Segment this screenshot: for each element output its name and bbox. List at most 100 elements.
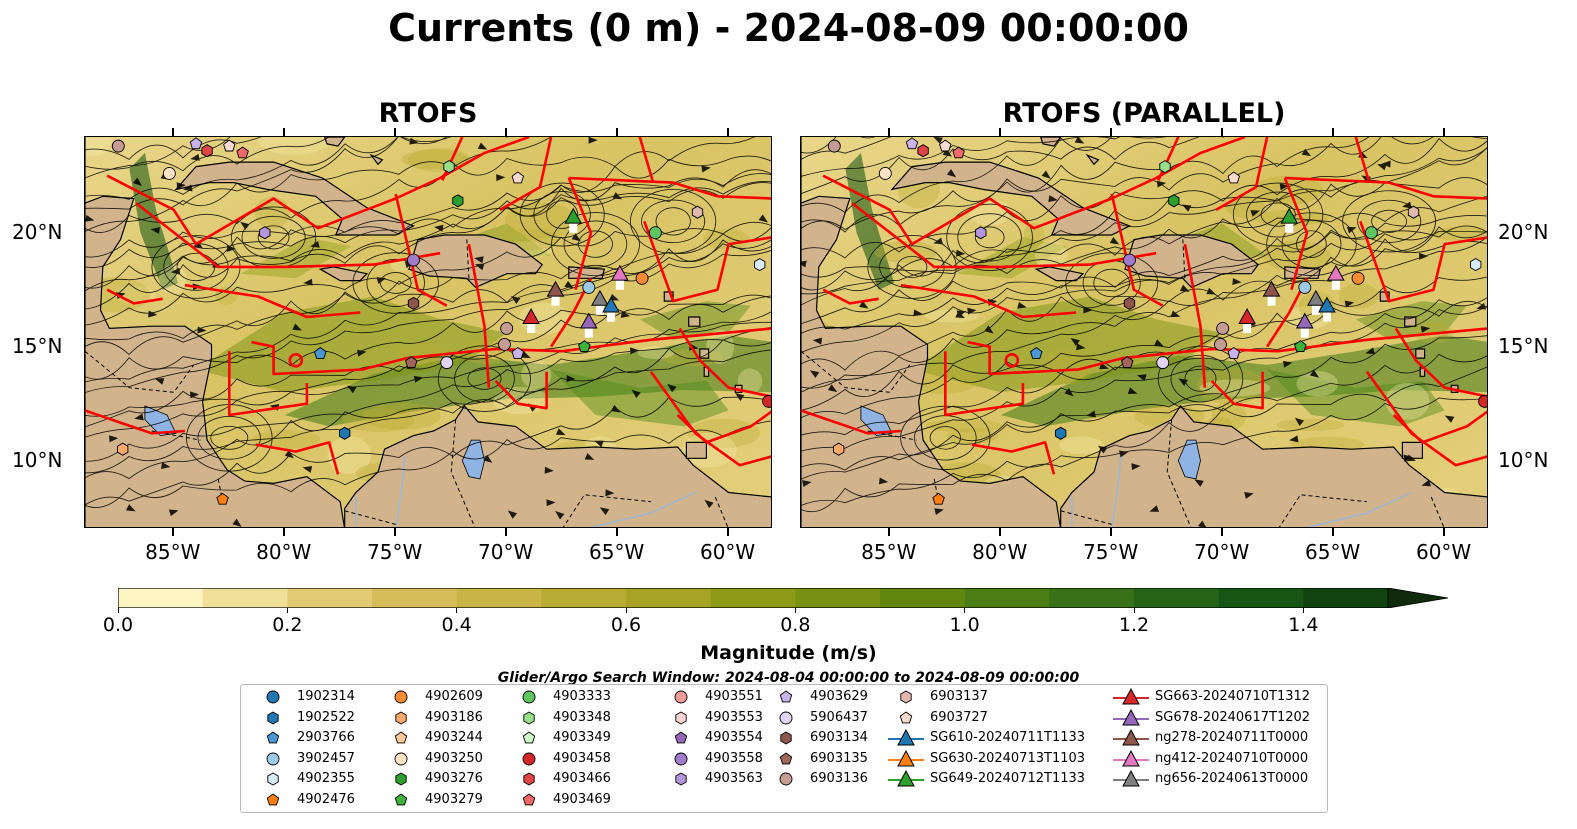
map-marker-5906437[interactable] — [440, 356, 454, 370]
map-marker-4903276[interactable] — [1168, 194, 1180, 208]
map-marker-6903134[interactable] — [1123, 296, 1136, 310]
map-marker-4903333[interactable] — [648, 226, 662, 240]
map-marker-4903629[interactable] — [1227, 346, 1241, 359]
hexagon-marker-icon — [675, 772, 687, 786]
map-marker-ng278-20240711T0000[interactable] — [1262, 280, 1281, 306]
map-panel-rtofs-parallel[interactable] — [800, 136, 1488, 528]
map-marker-4903279[interactable] — [578, 340, 591, 352]
map-marker-4903458[interactable] — [1478, 394, 1488, 408]
map-marker-6903135[interactable] — [404, 356, 418, 368]
map-marker-4903458[interactable] — [762, 394, 772, 408]
colorbar-tick — [794, 608, 796, 613]
colorbar-segment — [541, 588, 627, 608]
colorbar-tick-label: 0.2 — [272, 614, 303, 636]
hexagon-marker-icon — [523, 772, 535, 786]
map-marker-SG663-20240710T1312[interactable] — [1238, 308, 1256, 334]
map-marker-6903727[interactable] — [511, 171, 525, 184]
legend-item-label: 4903250 — [425, 750, 483, 766]
legend-item-label: 2903766 — [297, 730, 355, 746]
legend-item-label: 4903629 — [810, 689, 868, 704]
legend-item-label: 6903134 — [810, 730, 868, 746]
map-marker-ng412-20240710T0000[interactable] — [611, 264, 629, 290]
map-marker-4902355[interactable] — [1470, 258, 1482, 272]
map-marker-SG649-20240712T1133[interactable] — [1280, 207, 1299, 233]
map-marker-1902522[interactable] — [1055, 426, 1067, 440]
lon-label-panel1-65: 65°W — [1305, 540, 1361, 564]
map-marker-ng656-20240613T0000[interactable] — [591, 289, 609, 315]
map-marker-4903629[interactable] — [511, 346, 525, 359]
map-marker-6903136[interactable] — [500, 321, 514, 335]
map-marker-6903727[interactable] — [223, 139, 236, 152]
platform-markers — [827, 137, 1488, 505]
map-marker-ng656-20240613T0000[interactable] — [1307, 289, 1325, 315]
map-marker-4903466[interactable] — [201, 144, 213, 158]
lon-tick — [282, 528, 285, 536]
lon-tick — [887, 128, 890, 136]
map-marker-4903466[interactable] — [917, 144, 929, 158]
map-marker-3902457[interactable] — [582, 280, 596, 294]
map-marker-4903348[interactable] — [1159, 160, 1171, 174]
colorbar-segment — [202, 588, 288, 608]
legend-item-label: SG649-20240712T1133 — [930, 771, 1086, 787]
map-marker-4902476[interactable] — [216, 492, 229, 505]
map-marker-2903766[interactable] — [1029, 346, 1043, 359]
map-panel-rtofs[interactable] — [84, 136, 772, 528]
legend-item-label: SG630-20240713T1103 — [930, 750, 1086, 766]
map-marker-2903766[interactable] — [313, 346, 327, 359]
legend-item-label: 1902314 — [297, 689, 355, 704]
map-marker-6903136[interactable] — [498, 337, 511, 351]
map-marker-SG678-20240617T1202[interactable] — [579, 312, 598, 338]
map-marker-4903186[interactable] — [117, 442, 129, 456]
map-marker-SG610-20240711T1133[interactable] — [602, 296, 620, 322]
map-marker-4903279[interactable] — [1294, 340, 1307, 352]
map-marker-6903137[interactable] — [1407, 205, 1420, 219]
map-marker-4902355[interactable] — [754, 258, 766, 272]
lon-label-panel0-70: 70°W — [478, 540, 534, 564]
map-marker-SG610-20240711T1133[interactable] — [1318, 296, 1336, 322]
lon-tick — [393, 128, 396, 136]
map-marker-4903563[interactable] — [975, 226, 987, 240]
map-marker-6903136[interactable] — [827, 139, 841, 153]
colorbar-tick-label: 0.6 — [610, 614, 642, 636]
map-marker-6903727[interactable] — [1227, 171, 1241, 184]
legend-item-label: 4903279 — [425, 792, 483, 807]
map-marker-6903134[interactable] — [407, 296, 420, 310]
map-marker-4903558[interactable] — [407, 253, 420, 267]
map-marker-ng278-20240711T0000[interactable] — [546, 280, 565, 306]
map-marker-4903333[interactable] — [1364, 226, 1378, 240]
map-marker-1902522[interactable] — [339, 426, 351, 440]
map-marker-3902457[interactable] — [1298, 280, 1312, 294]
map-marker-4902476[interactable] — [932, 492, 945, 505]
map-marker-SG649-20240712T1133[interactable] — [564, 207, 583, 233]
map-marker-4903186[interactable] — [833, 442, 845, 456]
map-marker-SG663-20240710T1312[interactable] — [522, 308, 540, 334]
colorbar-tick — [1302, 608, 1304, 613]
map-marker-6903727[interactable] — [939, 139, 952, 152]
map-marker-SG678-20240617T1202[interactable] — [1295, 312, 1314, 338]
map-marker-6903135[interactable] — [1120, 356, 1134, 368]
map-marker-6903136[interactable] — [1214, 337, 1227, 351]
map-marker-4903558[interactable] — [1123, 253, 1136, 267]
map-marker-4903250[interactable] — [878, 167, 892, 180]
map-marker-4903469[interactable] — [236, 146, 249, 159]
map-marker-6903137[interactable] — [691, 205, 704, 219]
map-marker-5906437[interactable] — [1156, 356, 1170, 370]
hexagon-marker-icon — [523, 711, 535, 725]
map-marker-ng412-20240710T0000[interactable] — [1327, 264, 1345, 290]
map-marker-4902609[interactable] — [1351, 271, 1365, 285]
map-marker-4903563[interactable] — [259, 226, 271, 240]
map-marker-4903629[interactable] — [189, 137, 203, 150]
map-marker-6903136[interactable] — [111, 139, 125, 153]
current-streamlines — [85, 137, 771, 527]
map-marker-4903348[interactable] — [443, 160, 455, 174]
colorbar-tick — [625, 608, 627, 613]
legend-item-label: 6903137 — [930, 689, 988, 704]
legend: 1902314 1902522 2903766 3902457 4902355 49024… — [240, 684, 1328, 813]
map-marker-6903136[interactable] — [1216, 321, 1230, 335]
map-marker-4903250[interactable] — [162, 167, 176, 180]
map-marker-4903276[interactable] — [452, 194, 464, 208]
map-marker-4902609[interactable] — [635, 271, 649, 285]
map-marker-4903629[interactable] — [905, 137, 919, 150]
map-marker-4903469[interactable] — [952, 146, 965, 159]
legend-item-label: 4903551 — [705, 689, 763, 704]
